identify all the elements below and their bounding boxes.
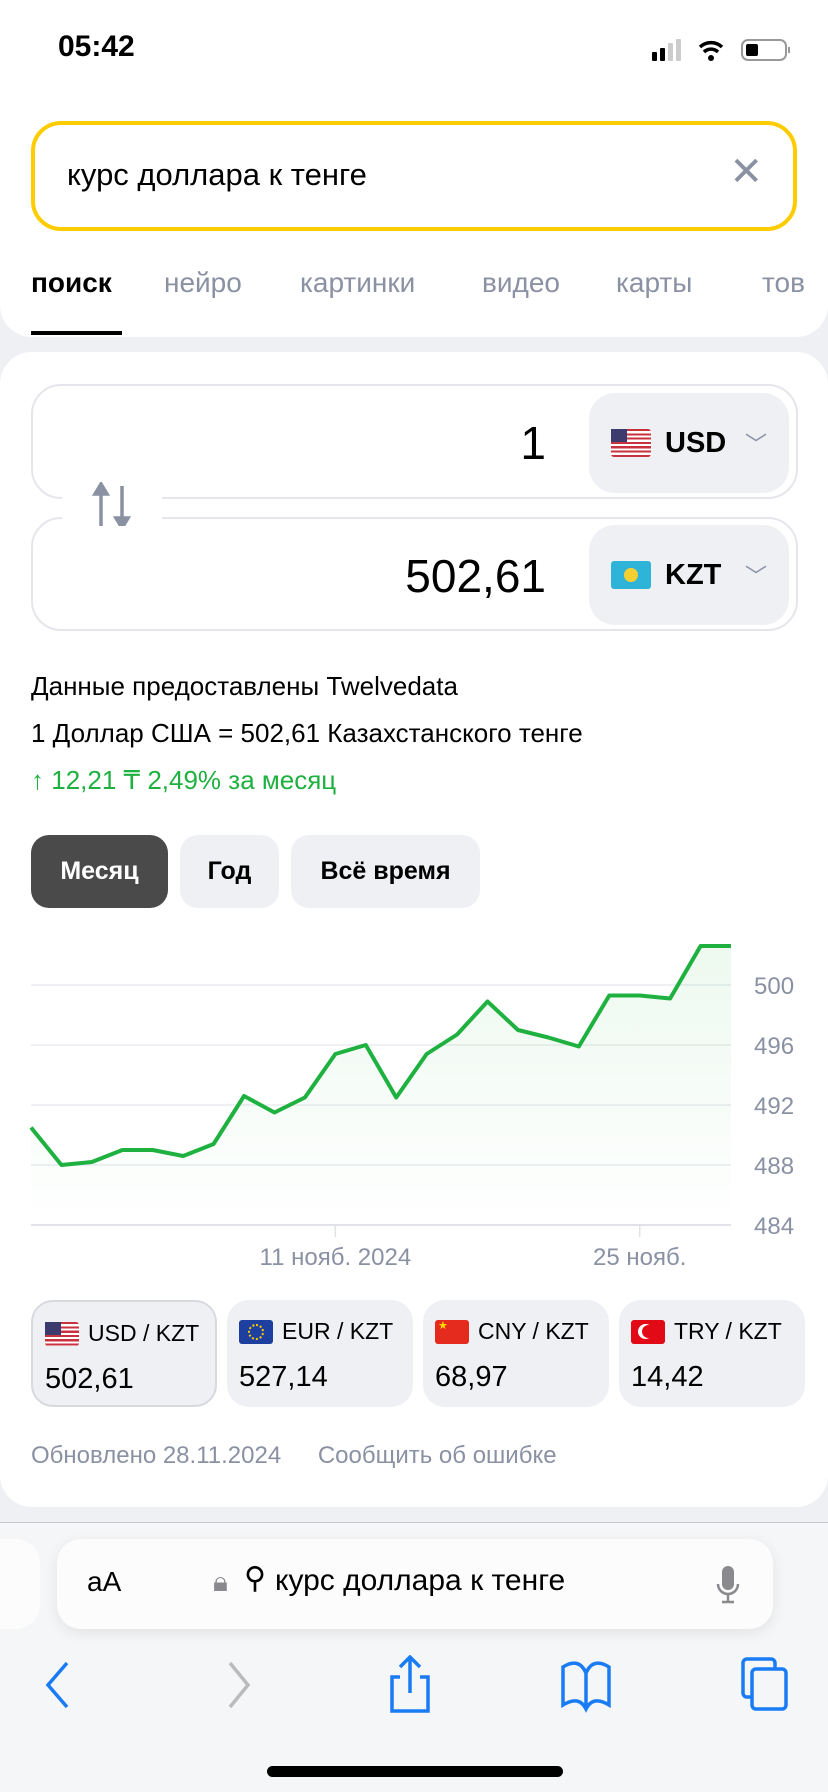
clear-icon[interactable]: ✕ [729, 150, 763, 194]
wifi-icon [698, 40, 724, 54]
chevron-down-icon: ﹀ [744, 432, 767, 457]
y-tick-label: 492 [754, 1093, 794, 1120]
status-time: 05:42 [58, 30, 135, 63]
to-amount-field[interactable]: 502,61 KZT ﹀ [31, 517, 798, 631]
tab-goods[interactable]: тов [762, 267, 805, 298]
address-bar[interactable]: aA 🔒︎ ⚲ курс доллара к тенге [57, 1539, 773, 1629]
swap-icon [91, 480, 132, 532]
y-tick-label: 496 [754, 1033, 794, 1060]
change-line: ↑ 12,21 ₸ 2,49% за месяц [31, 765, 336, 796]
data-source: Данные предоставлены Twelvedata [31, 671, 458, 701]
from-currency: USD [665, 426, 727, 459]
tab-maps[interactable]: карты [616, 267, 693, 298]
rate-chart[interactable]: 500 496 492 488 484 11 нояб. 2024 25 нояб. [0, 920, 828, 1280]
y-tick-label: 484 [754, 1213, 794, 1240]
forward-icon [228, 1661, 251, 1709]
currency-pair-card[interactable]: USD / KZT 502,61 [31, 1300, 217, 1407]
from-currency-select[interactable]: USD ﹀ [589, 393, 789, 493]
y-tick-label: 500 [754, 973, 794, 1000]
updated-date: Обновлено 28.11.2024 [31, 1442, 282, 1469]
browser-nav [45, 1655, 788, 1713]
series-line [29, 944, 731, 1167]
period-all-button[interactable]: Всё время [291, 835, 480, 908]
previous-tab-preview[interactable] [0, 1539, 40, 1629]
tab-neuro[interactable]: нейро [164, 267, 242, 298]
search-header: 05:42 курс доллара к тенге ✕ поиск нейро… [0, 0, 828, 337]
report-error-link[interactable]: Сообщить об ошибке [317, 1442, 557, 1469]
period-year-button[interactable]: Год [180, 835, 279, 908]
tr-flag-icon [631, 1319, 665, 1344]
change-period: за месяц [228, 765, 337, 795]
change-pct: 2,49% [147, 765, 222, 795]
change-abs: 12,21 ₸ [51, 765, 141, 795]
search-query[interactable]: курс доллара к тенге [67, 157, 367, 192]
tab-search[interactable]: поиск [31, 267, 112, 298]
pair-value: 527,14 [239, 1361, 328, 1393]
tab-images[interactable]: картинки [300, 267, 416, 298]
pair-label: TRY / KZT [674, 1318, 782, 1344]
currency-pair-card[interactable]: TRY / KZT 14,42 [619, 1300, 805, 1407]
chevron-down-icon: ﹀ [744, 564, 767, 589]
toolbar-divider [0, 1522, 828, 1523]
tabs-icon [741, 1657, 788, 1711]
from-amount-field[interactable]: 1 USD ﹀ [31, 384, 798, 499]
swap-button[interactable] [62, 480, 162, 532]
arrow-up-icon: ↑ [31, 765, 44, 795]
period-month-button[interactable]: Месяц [31, 835, 168, 908]
from-amount[interactable]: 1 [520, 417, 546, 469]
currency-pair-card[interactable]: ★ CNY / KZT 68,97 [423, 1300, 609, 1407]
to-currency-select[interactable]: KZT ﹀ [589, 525, 789, 625]
eu-flag-icon [239, 1319, 273, 1344]
pair-label: CNY / KZT [478, 1318, 589, 1344]
kz-flag-icon [611, 561, 651, 589]
tab-video[interactable]: видео [482, 267, 560, 298]
lock-icon: 🔒︎ [213, 1566, 228, 1597]
active-tab-indicator [31, 331, 122, 335]
x-tick-label: 25 нояб. [593, 1244, 686, 1271]
bookmarks-icon [561, 1661, 611, 1713]
battery-icon [741, 39, 790, 61]
us-flag-icon [611, 429, 651, 457]
y-tick-label: 488 [754, 1153, 794, 1180]
back-icon [45, 1661, 69, 1709]
cn-flag-icon: ★ [435, 1319, 469, 1344]
to-amount[interactable]: 502,61 [405, 550, 546, 602]
text-size-button[interactable]: aA [87, 1566, 122, 1597]
to-currency: KZT [665, 558, 722, 591]
area-fill [31, 946, 731, 1225]
status-icons [652, 39, 790, 61]
currency-pair-card[interactable]: EUR / KZT 527,14 [227, 1300, 413, 1407]
pair-value: 502,61 [45, 1363, 134, 1395]
signal-icon [652, 39, 681, 61]
pair-value: 68,97 [435, 1361, 508, 1393]
microphone-icon[interactable] [716, 1566, 740, 1604]
home-indicator [267, 1766, 563, 1777]
footer: Обновлено 28.11.2024 Сообщить об ошибке [31, 1442, 587, 1470]
us-flag-icon [45, 1321, 79, 1346]
pair-label: EUR / KZT [282, 1318, 394, 1344]
search-icon: ⚲ [244, 1562, 266, 1595]
x-tick-label: 11 нояб. 2024 [260, 1244, 412, 1271]
rate-text: 1 Доллар США = 502,61 Казахстанского тен… [31, 718, 583, 748]
pair-label: USD / KZT [88, 1320, 200, 1346]
address-text[interactable]: курс доллара к тенге [275, 1564, 566, 1597]
pair-value: 14,42 [631, 1361, 704, 1393]
search-input[interactable]: курс доллара к тенге ✕ [31, 121, 797, 231]
share-icon [390, 1655, 430, 1713]
